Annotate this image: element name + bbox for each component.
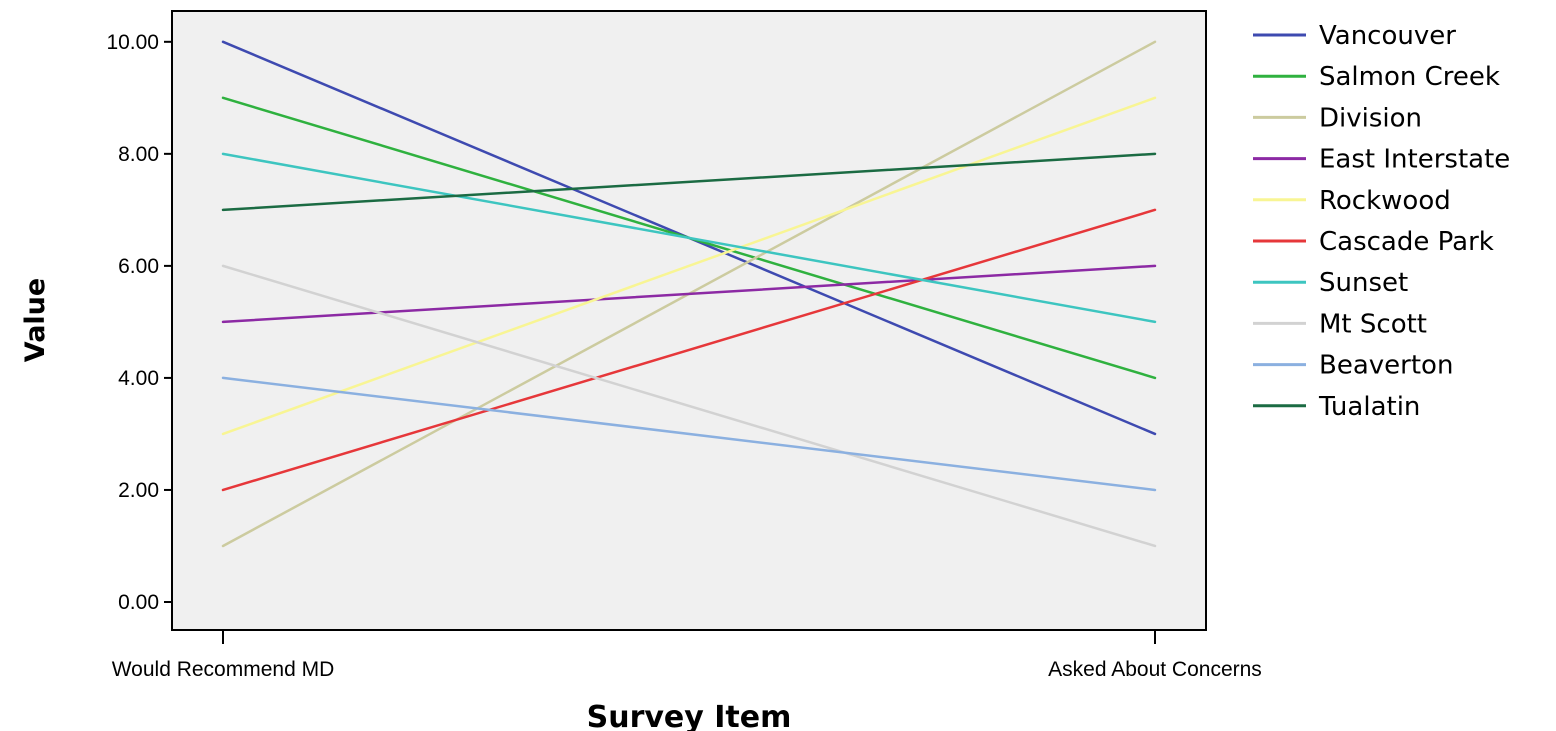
x-axis-title: Survey Item [587, 700, 792, 731]
y-axis-title: Value [20, 278, 51, 362]
y-tick-label: 8.00 [118, 143, 159, 166]
y-tick-label: 4.00 [118, 367, 159, 390]
legend-label: Salmon Creek [1319, 62, 1500, 92]
legend-label: Beaverton [1319, 351, 1453, 381]
series-line-sunset [221, 152, 1157, 324]
legend-label: Mt Scott [1319, 309, 1427, 339]
legend-item: Cascade Park [1253, 227, 1494, 257]
x-tick-label: Would Recommend MD [112, 658, 335, 681]
x-axis: Would Recommend MD Asked About Concerns [112, 630, 1262, 681]
y-tick-label: 10.00 [106, 31, 159, 54]
series-line-mt-scott [221, 264, 1157, 548]
legend-label: Division [1319, 103, 1422, 133]
legend-item: Sunset [1253, 268, 1408, 298]
legend: Vancouver Salmon Creek Division East Inters… [1253, 21, 1510, 422]
legend-label: Sunset [1319, 268, 1408, 298]
legend-item: Beaverton [1253, 351, 1453, 381]
y-tick-label: 6.00 [118, 255, 159, 278]
legend-label: Vancouver [1319, 21, 1456, 51]
y-axis: 0.00 2.00 4.00 6.00 8.00 10.00 [106, 31, 172, 614]
y-tick-label: 2.00 [118, 479, 159, 502]
series-line-tualatin [221, 152, 1157, 212]
legend-label: Cascade Park [1319, 227, 1494, 257]
legend-label: East Interstate [1319, 145, 1510, 175]
legend-label: Tualatin [1318, 392, 1420, 422]
legend-item: Mt Scott [1253, 309, 1427, 339]
legend-label: Rockwood [1319, 186, 1451, 216]
legend-item: Vancouver [1253, 21, 1456, 51]
legend-item: East Interstate [1253, 145, 1510, 175]
legend-item: Division [1253, 103, 1422, 133]
series-layer [221, 40, 1157, 548]
legend-item: Salmon Creek [1253, 62, 1500, 92]
legend-item: Tualatin [1253, 392, 1420, 422]
plot-area [171, 10, 1207, 631]
y-tick-label: 0.00 [118, 591, 159, 614]
x-tick-label: Asked About Concerns [1048, 658, 1262, 681]
series-line-rockwood [221, 96, 1157, 436]
series-line-beaverton [221, 376, 1157, 492]
legend-item: Rockwood [1253, 186, 1451, 216]
series-line-cascade-park [221, 208, 1157, 492]
